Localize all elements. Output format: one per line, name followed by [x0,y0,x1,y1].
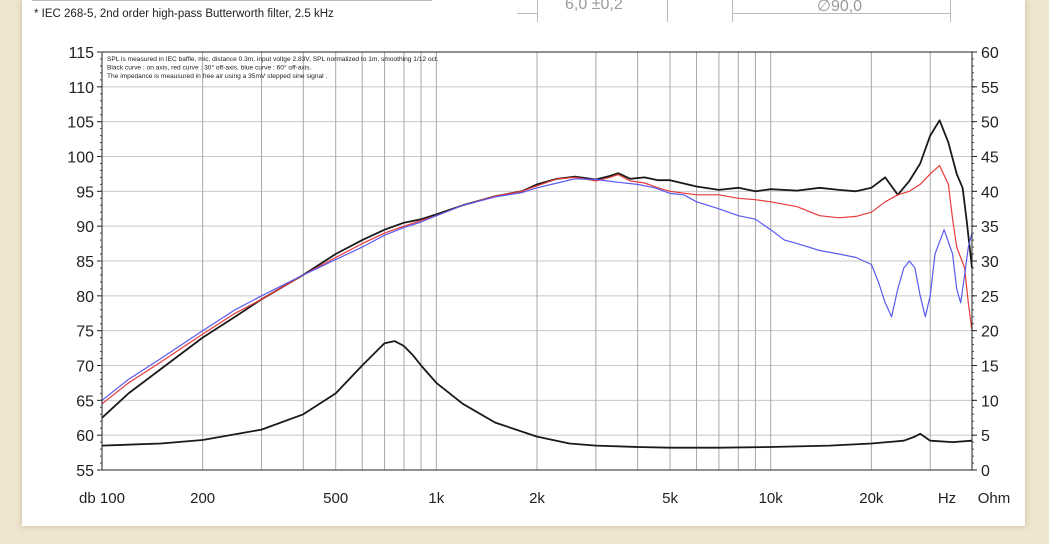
thickness-dimension: 6,0 ±0,2 [517,0,687,22]
y2-tick-label: 25 [981,289,999,306]
y2-tick-label: 20 [981,324,999,341]
dimension-arrow [517,13,537,14]
x-tick-label: 5k [662,490,678,507]
dimension-line [950,0,951,22]
axis-ticks: 55 60 65 70 75 80 85 90 95 100 105 110 115 0 5 10 15 20 25… [67,45,1010,507]
x-tick-label: 1k [428,490,444,507]
y-tick-label: 95 [76,184,94,201]
x-unit-label: Hz [938,490,956,507]
dimension-line [667,0,668,22]
y2-tick-label: 30 [981,254,999,271]
x-tick-label: 10k [759,490,784,507]
y-tick-label: 75 [76,324,94,341]
y-tick-label: 55 [76,463,94,480]
y-tick-label: 60 [76,428,94,445]
y2-tick-label: 10 [981,393,999,410]
datasheet-page: * IEC 268-5, 2nd order high-pass Butterw… [22,0,1025,526]
x-tick-label: 200 [190,490,215,507]
annotation-line: SPL is measured in IEC baffle, mic. dist… [107,56,439,63]
y-tick-label: 115 [68,45,94,62]
dimension-line [732,0,733,22]
y2-tick-label: 15 [981,359,999,376]
y-tick-label: 105 [67,115,94,132]
annotation-line: The impedance is meausured in free air u… [107,73,327,80]
y2-tick-label: 5 [981,428,990,445]
y-tick-label: 80 [76,289,94,306]
y2-tick-label: 55 [981,80,999,97]
filter-footnote: * IEC 268-5, 2nd order high-pass Butterw… [34,8,334,20]
y-tick-label: 90 [76,219,94,236]
top-rule [32,0,432,1]
y2-tick-label: 45 [981,150,999,167]
y-tick-label: 85 [76,254,94,271]
series-line-impedance [101,340,973,449]
thickness-value: 6,0 ±0,2 [565,0,623,13]
annotation-line: Black curve : on axis, red curve : 30° o… [107,64,312,72]
x-tick-label: db 100 [79,490,125,507]
x-tick-label: 20k [859,490,884,507]
series-line-off_axis_30 [101,165,973,405]
y2-tick-label: 35 [981,219,999,236]
y2-tick-label: 0 [981,463,990,480]
y2-tick-label: 60 [981,45,999,62]
y-tick-label: 100 [67,150,94,167]
series-group [101,119,973,449]
diameter-dimension: ∅90,0 [732,0,972,22]
y-tick-label: 70 [76,359,94,376]
y2-unit-label: Ohm [978,490,1011,507]
y-tick-label: 110 [68,80,94,97]
series-line-on_axis [101,119,973,419]
grid [101,51,973,471]
y2-tick-label: 40 [981,184,999,201]
dimension-arrow [732,13,950,14]
dimension-line [537,0,538,22]
y2-tick-label: 50 [981,115,999,132]
frequency-response-chart: 55 60 65 70 75 80 85 90 95 100 105 110 115 0 5 10 15 20 25… [67,45,1010,507]
series-line-off_axis_60 [101,178,973,401]
diameter-value: ∅90,0 [817,0,863,15]
x-tick-label: 500 [323,490,348,507]
y-tick-label: 65 [76,393,94,410]
x-tick-label: 2k [529,490,545,507]
annotation-block: SPL is measured in IEC baffle, mic. dist… [107,56,439,80]
